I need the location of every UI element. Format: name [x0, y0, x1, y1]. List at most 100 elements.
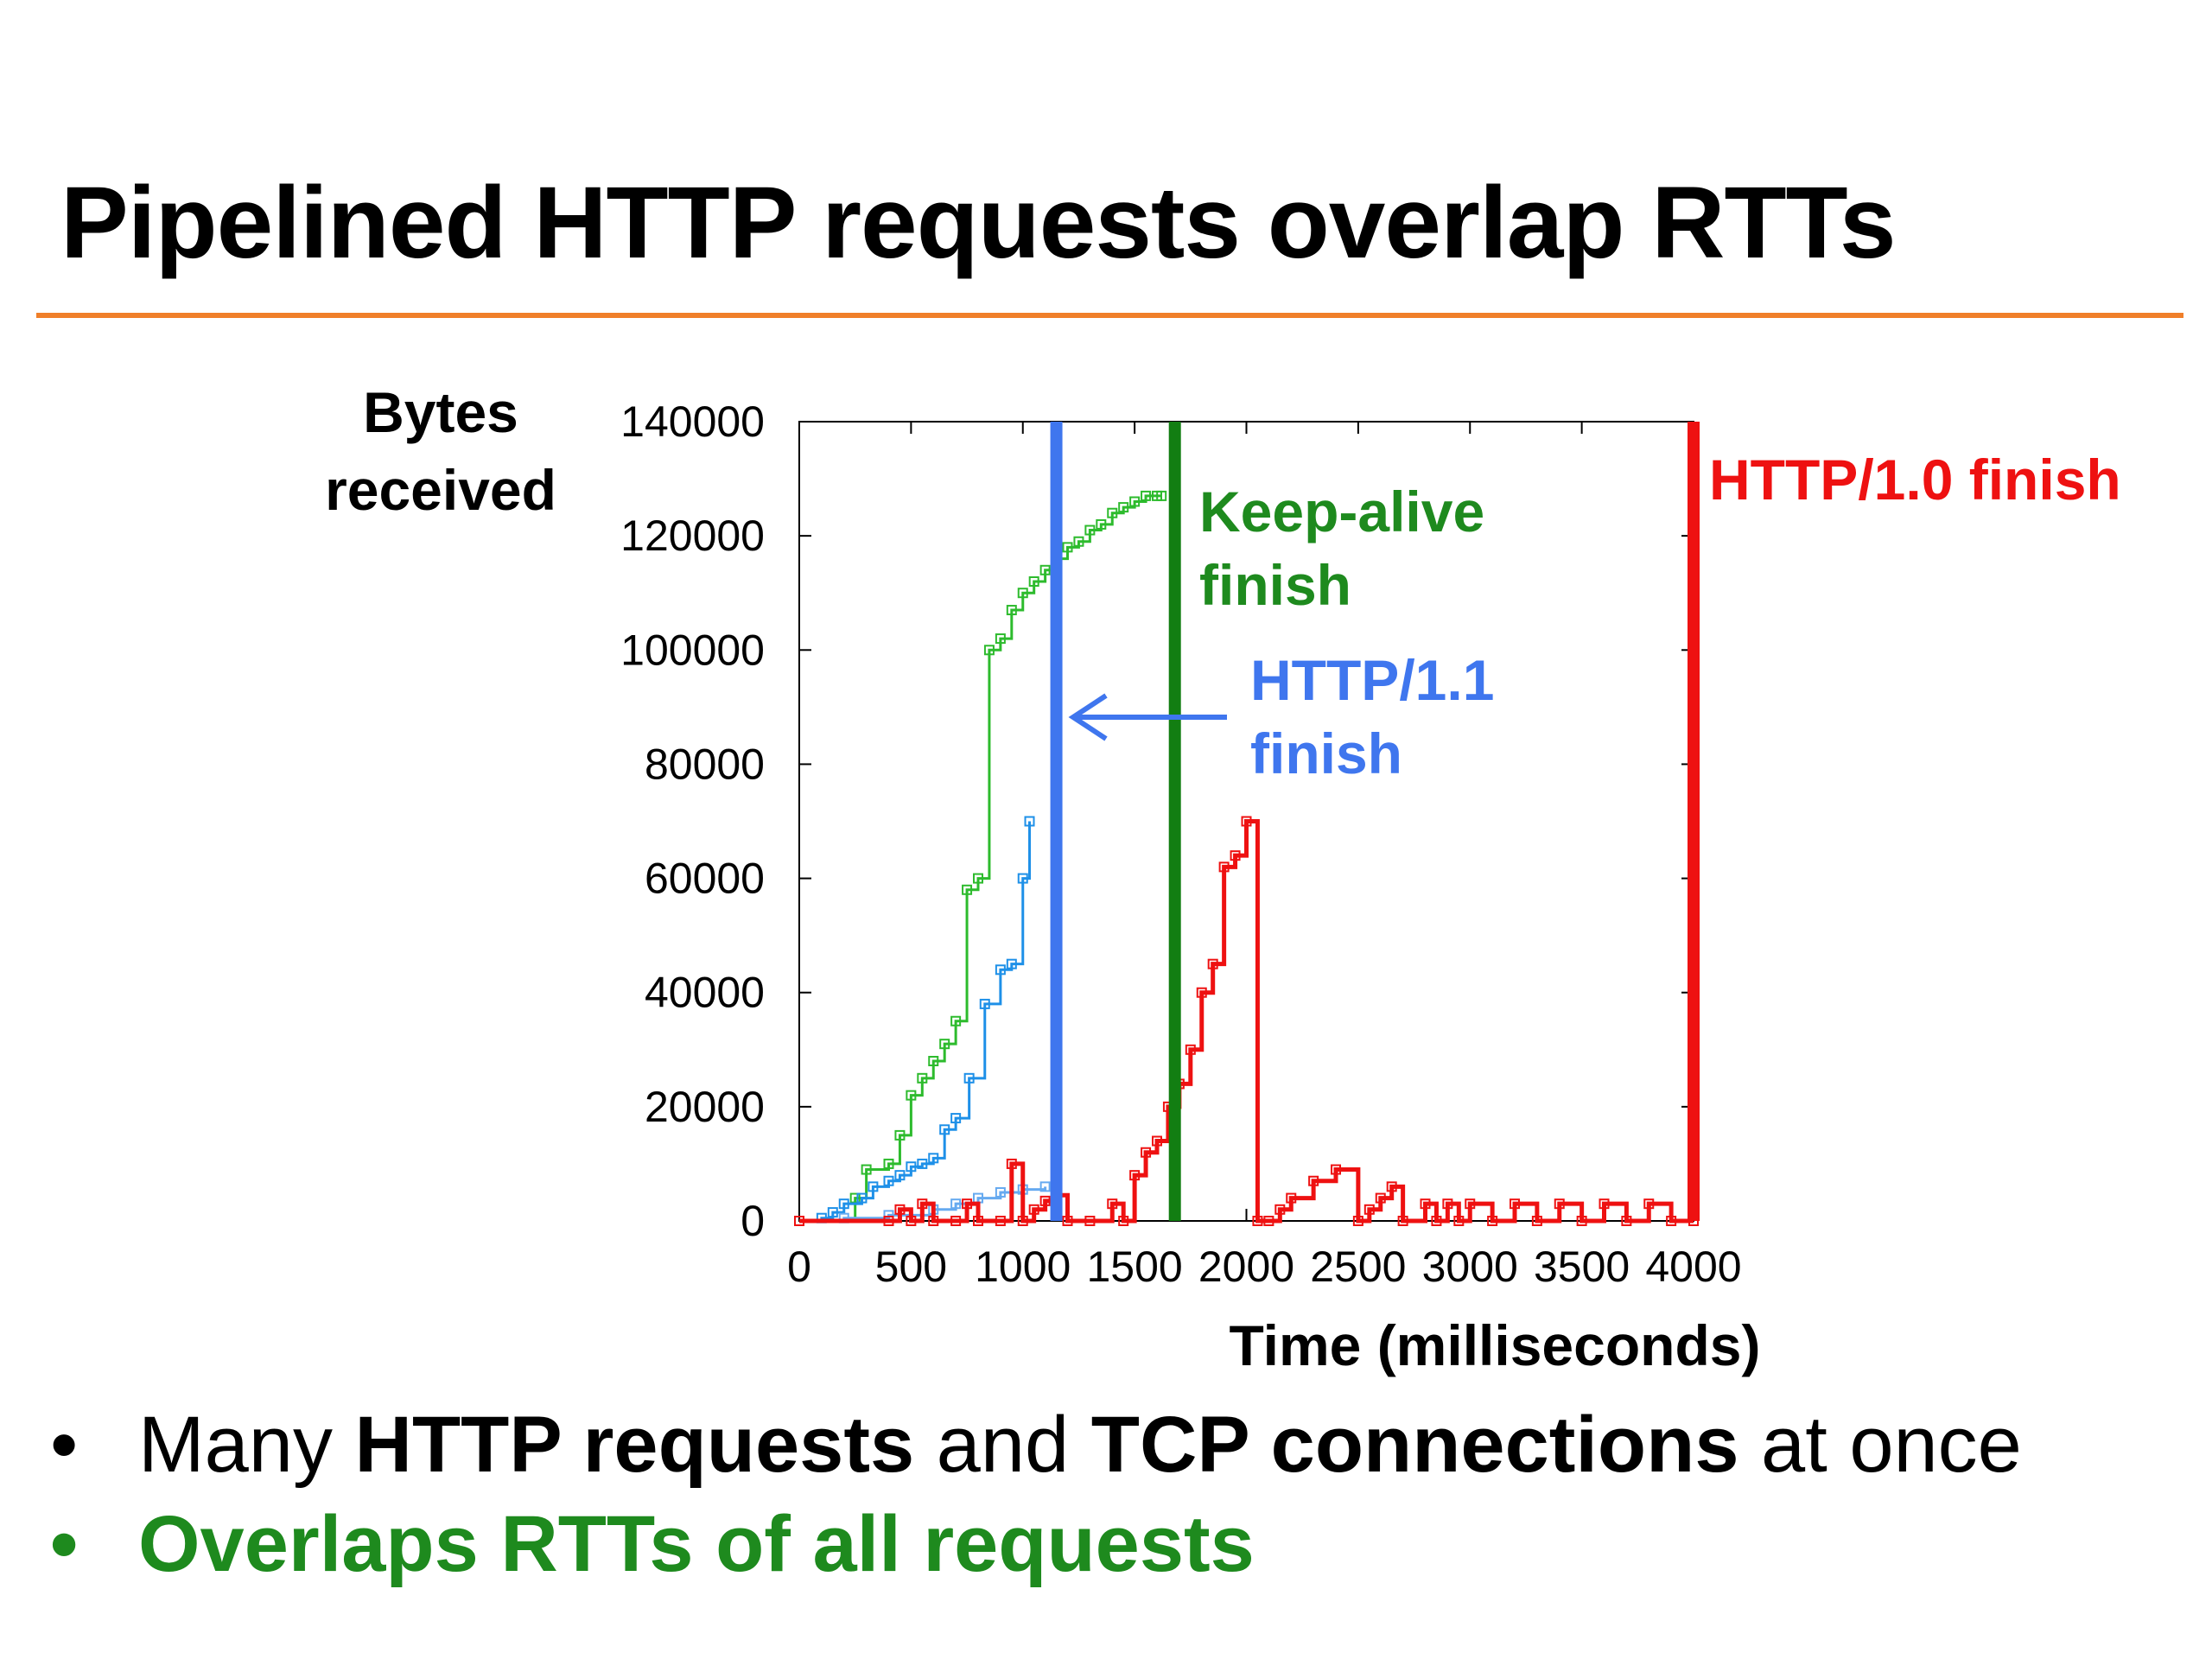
y-axis-label: received — [325, 458, 556, 522]
annotation-label: Keep-alive — [1199, 480, 1484, 543]
x-tick-label: 3500 — [1534, 1243, 1630, 1291]
series-point — [1465, 1198, 1476, 1210]
y-tick-label: 20000 — [645, 1083, 765, 1131]
series-point — [883, 1216, 894, 1226]
series-point — [1308, 1175, 1319, 1186]
series-point — [1510, 1198, 1520, 1210]
x-tick-label: 0 — [787, 1243, 811, 1291]
series-point — [917, 1198, 928, 1210]
series-point — [1073, 536, 1084, 547]
series-point — [794, 1216, 804, 1226]
series-point — [1118, 1216, 1129, 1226]
series-point — [1420, 1198, 1431, 1210]
x-tick-label: 2000 — [1198, 1243, 1294, 1291]
series-point — [1096, 518, 1107, 530]
series-point — [962, 1198, 973, 1210]
series-point — [906, 1161, 917, 1173]
series-point — [1274, 1204, 1286, 1215]
y-tick-label: 140000 — [620, 397, 765, 446]
x-tick-label: 500 — [875, 1243, 947, 1291]
bullet-text-part: and — [914, 1401, 1091, 1489]
series-point — [928, 1153, 939, 1164]
series-point — [939, 1124, 950, 1135]
annotation-label: finish — [1199, 553, 1351, 617]
series-point — [906, 1090, 917, 1101]
y-tick-label: 80000 — [645, 740, 765, 788]
series-point — [1397, 1216, 1408, 1226]
series-point — [1576, 1216, 1587, 1226]
y-tick-label: 100000 — [620, 626, 765, 674]
series-point — [894, 1129, 906, 1141]
series-point — [1241, 816, 1252, 827]
x-tick-label: 1000 — [975, 1243, 1071, 1291]
series-point — [995, 964, 1006, 976]
series-point — [995, 633, 1006, 645]
bullet-marker: • — [50, 1401, 79, 1489]
series-point — [1363, 1204, 1375, 1215]
series-point — [856, 1192, 868, 1204]
series-point — [950, 1216, 962, 1226]
bullet-list: • Many HTTP requests and TCP connections … — [50, 1395, 2022, 1594]
bullet-text-part: at once — [1738, 1401, 2022, 1489]
x-tick-label: 3000 — [1422, 1243, 1518, 1291]
series-point — [950, 1198, 962, 1210]
series-point — [1141, 1147, 1152, 1158]
title-divider — [36, 313, 2183, 318]
bullet-text-part: TCP connections — [1090, 1401, 1739, 1489]
series-point — [917, 1072, 928, 1084]
bullet-marker: • — [50, 1500, 79, 1588]
annotation-label: HTTP/1.0 finish — [1709, 448, 2121, 512]
series-point — [1599, 1198, 1610, 1210]
series-point — [883, 1175, 894, 1186]
annotation-label: HTTP/1.1 — [1250, 648, 1494, 712]
series-point — [1196, 987, 1207, 998]
series-point — [979, 998, 990, 1009]
arrow-head-icon — [1068, 693, 1108, 741]
x-axis-label: Time (milliseconds) — [1230, 1313, 1761, 1377]
series-point — [1375, 1192, 1386, 1204]
series-point — [962, 884, 973, 895]
series-point — [1084, 524, 1096, 536]
series-line — [799, 494, 1162, 1223]
slide-title: Pipelined HTTP requests overlap RTTs — [60, 166, 1896, 280]
x-tick-label: 2500 — [1310, 1243, 1406, 1291]
series-point — [1352, 1216, 1363, 1226]
bullet-item: • Overlaps RTTs of all requests — [50, 1495, 2022, 1594]
series-point — [1006, 958, 1017, 969]
series-point — [995, 1186, 1006, 1198]
series-point — [1554, 1198, 1565, 1210]
series-point — [1028, 1204, 1039, 1215]
series-point — [983, 645, 995, 656]
series-point — [1017, 873, 1028, 884]
series-point — [950, 1015, 962, 1027]
series-point — [950, 1113, 962, 1124]
series-point — [1118, 502, 1129, 513]
series-point — [1156, 490, 1167, 501]
series-point — [1129, 1170, 1141, 1181]
series-point — [1621, 1216, 1632, 1226]
series-point — [1666, 1216, 1677, 1226]
series-point — [861, 1164, 872, 1175]
series-point — [917, 1158, 928, 1169]
series-point — [1230, 850, 1241, 861]
series-point — [1252, 1216, 1263, 1226]
series-point — [928, 1056, 939, 1066]
bullet-text-part: HTTP requests — [354, 1401, 915, 1489]
series-point — [1017, 588, 1028, 599]
series-point — [1039, 1195, 1051, 1206]
bullet-text-part: Many — [138, 1401, 355, 1489]
series-point — [1263, 1216, 1274, 1226]
y-tick-label: 60000 — [645, 855, 765, 903]
series-point — [868, 1181, 879, 1192]
series-point — [1442, 1198, 1453, 1210]
series-point — [1331, 1164, 1341, 1175]
series-point — [1487, 1216, 1498, 1226]
series-point — [939, 1039, 950, 1050]
series-point — [838, 1198, 849, 1210]
x-tick-label: 1500 — [1087, 1243, 1183, 1291]
series-point — [1062, 542, 1073, 553]
series-point — [906, 1216, 917, 1226]
y-tick-label: 0 — [741, 1197, 765, 1245]
series-point — [883, 1158, 894, 1169]
